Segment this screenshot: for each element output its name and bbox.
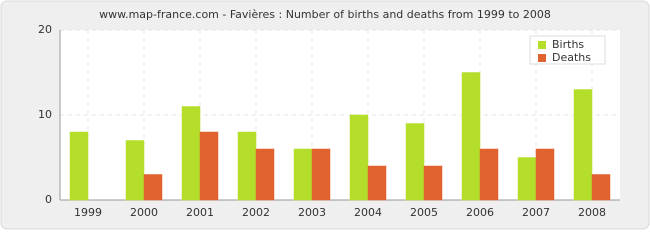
bar (199, 131, 219, 201)
x-tick-label: 2003 (298, 206, 326, 219)
bar (479, 148, 499, 201)
x-tick-label: 2002 (242, 206, 270, 219)
y-tick-label: 20 (38, 23, 52, 36)
x-tick-label: 2004 (354, 206, 382, 219)
legend-swatch (538, 54, 546, 62)
bar (255, 148, 275, 201)
bar (535, 148, 555, 201)
bar (573, 89, 593, 201)
x-tick-label: 2000 (130, 206, 158, 219)
bar (591, 174, 611, 201)
bar (143, 174, 163, 201)
bar (311, 148, 331, 201)
x-tick-label: 2005 (410, 206, 438, 219)
bar (237, 131, 257, 201)
bar (181, 106, 201, 201)
y-tick-label: 0 (45, 193, 52, 206)
y-tick-label: 10 (38, 108, 52, 121)
x-tick-label: 2001 (186, 206, 214, 219)
bar (125, 140, 145, 201)
bar (367, 165, 387, 201)
bar (69, 131, 89, 201)
legend-box (529, 35, 606, 65)
chart: www.map-france.com - Favières : Number o… (0, 0, 650, 230)
x-tick-label: 1999 (74, 206, 102, 219)
legend-label: Deaths (552, 51, 591, 64)
x-tick-label: 2006 (466, 206, 494, 219)
bar (293, 148, 313, 201)
bar (349, 114, 369, 201)
bar (405, 123, 425, 201)
legend-swatch (538, 41, 546, 49)
legend-label: Births (552, 38, 584, 51)
bar (517, 157, 537, 201)
bar (461, 72, 481, 201)
chart-title: www.map-france.com - Favières : Number o… (99, 8, 551, 21)
x-tick-label: 2007 (522, 206, 550, 219)
x-tick-label: 2008 (578, 206, 606, 219)
bar (423, 165, 443, 201)
